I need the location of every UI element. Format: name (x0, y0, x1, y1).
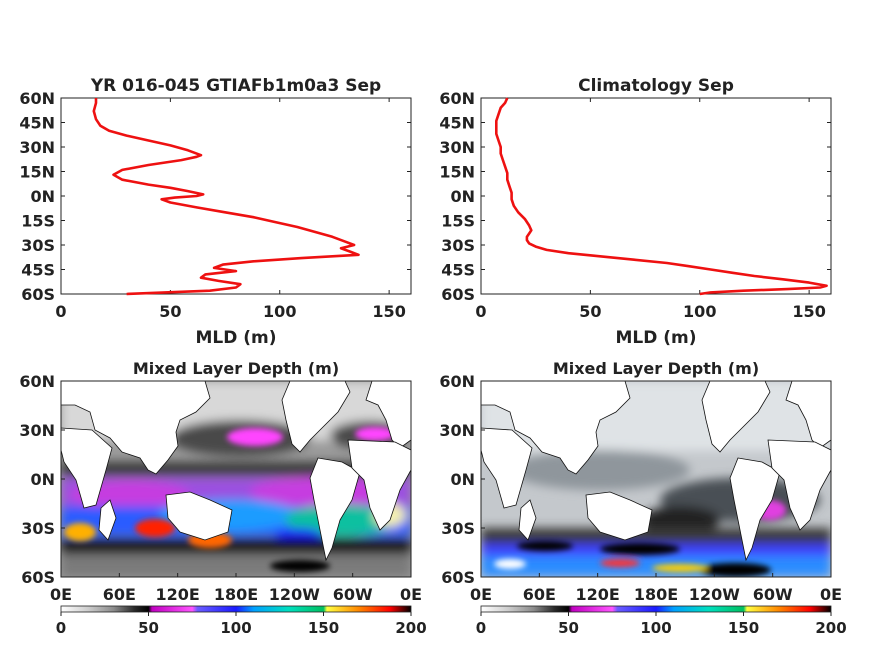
x-tick-label: 0 (475, 302, 486, 321)
plot-frame (60, 97, 412, 295)
y-tick-label: 30S (441, 519, 475, 538)
y-tick-label: 45S (441, 261, 475, 280)
map-chart-climatology: Mixed Layer Depth (m) (439, 359, 846, 637)
y-tick-label: 60S (441, 568, 475, 587)
mld-heatmap (481, 381, 831, 577)
mld-heatmap (61, 381, 411, 577)
colorbar (60, 605, 412, 613)
colorbar-tick-label: 200 (815, 619, 846, 637)
x-tick-label: 120W (269, 585, 320, 604)
colorbar-tick-label: 100 (640, 619, 671, 637)
y-tick-label: 30N (19, 421, 55, 440)
x-tick-label: 0E (820, 585, 842, 604)
y-tick-label: 60N (19, 372, 55, 391)
y-tick-label: 15S (21, 212, 55, 231)
x-tick-label: 150 (372, 302, 405, 321)
y-tick-label: 0N (30, 187, 55, 206)
y-tick-label: 30S (441, 236, 475, 255)
land-mask (61, 381, 411, 562)
y-tick-label: 30N (439, 138, 475, 157)
y-tick-label: 60N (19, 89, 55, 108)
x-tick-label: 60W (753, 585, 793, 604)
y-tick-label: 30N (439, 421, 475, 440)
colorbar (480, 605, 832, 613)
y-tick-label: 45N (439, 114, 475, 133)
colorbar-tick-label: 150 (308, 619, 339, 637)
y-tick-label: 60S (21, 285, 55, 304)
x-tick-label: 60W (333, 585, 373, 604)
y-tick-label: 30S (21, 236, 55, 255)
x-tick-label: 100 (683, 302, 716, 321)
y-tick-label: 0N (450, 470, 475, 489)
y-tick-label: 0N (30, 470, 55, 489)
x-tick-label: 100 (263, 302, 296, 321)
x-tick-label: 0E (470, 585, 492, 604)
plot-frame (480, 97, 832, 295)
x-tick-label: 60E (523, 585, 556, 604)
y-tick-label: 15N (19, 163, 55, 182)
colorbar-tick-label: 0 (476, 619, 486, 637)
x-axis-label: MLD (m) (195, 328, 276, 348)
map-chart-model: Mixed Layer Depth (m) (19, 359, 426, 637)
y-tick-label: 0N (450, 187, 475, 206)
colorbar-tick-label: 100 (220, 619, 251, 637)
x-tick-label: 60E (103, 585, 136, 604)
x-tick-label: 120E (576, 585, 620, 604)
y-tick-label: 60S (21, 568, 55, 587)
profile-chart-climatology: Climatology Sep 60N 45N 30N 15N 0N 15S 30S 45S 6… (439, 76, 832, 348)
x-tick-label: 0 (55, 302, 66, 321)
chart-title: YR 016-045 GTIAFb1m0a3 Sep (90, 76, 381, 96)
y-tick-label: 45S (21, 261, 55, 280)
colorbar-tick-label: 150 (728, 619, 759, 637)
x-tick-label: 180E (214, 585, 258, 604)
x-tick-label: 50 (579, 302, 601, 321)
colorbar-tick-label: 200 (395, 619, 426, 637)
land-mask (481, 381, 831, 562)
y-tick-label: 15S (441, 212, 475, 231)
y-tick-label: 45N (19, 114, 55, 133)
mld-profile-line (494, 97, 828, 296)
x-tick-label: 180E (634, 585, 678, 604)
chart-title: Climatology Sep (578, 76, 734, 96)
x-tick-label: 0E (50, 585, 72, 604)
y-tick-label: 60S (441, 285, 475, 304)
profile-chart-model: YR 016-045 GTIAFb1m0a3 Sep 60N 45N 30N 15N 0… (19, 76, 412, 348)
mld-profile-line (92, 98, 360, 296)
chart-title: Mixed Layer Depth (m) (133, 359, 339, 378)
x-axis-label: MLD (m) (615, 328, 696, 348)
colorbar-tick-label: 50 (138, 619, 159, 637)
chart-title: Mixed Layer Depth (m) (553, 359, 759, 378)
y-tick-label: 15N (439, 163, 475, 182)
x-tick-label: 120W (689, 585, 740, 604)
x-tick-label: 50 (159, 302, 181, 321)
x-tick-label: 0E (400, 585, 422, 604)
y-tick-label: 60N (439, 89, 475, 108)
x-tick-label: 150 (792, 302, 825, 321)
x-tick-label: 120E (156, 585, 200, 604)
y-tick-label: 60N (439, 372, 475, 391)
colorbar-tick-label: 0 (56, 619, 66, 637)
colorbar-tick-label: 50 (558, 619, 579, 637)
y-tick-label: 30N (19, 138, 55, 157)
y-tick-label: 30S (21, 519, 55, 538)
